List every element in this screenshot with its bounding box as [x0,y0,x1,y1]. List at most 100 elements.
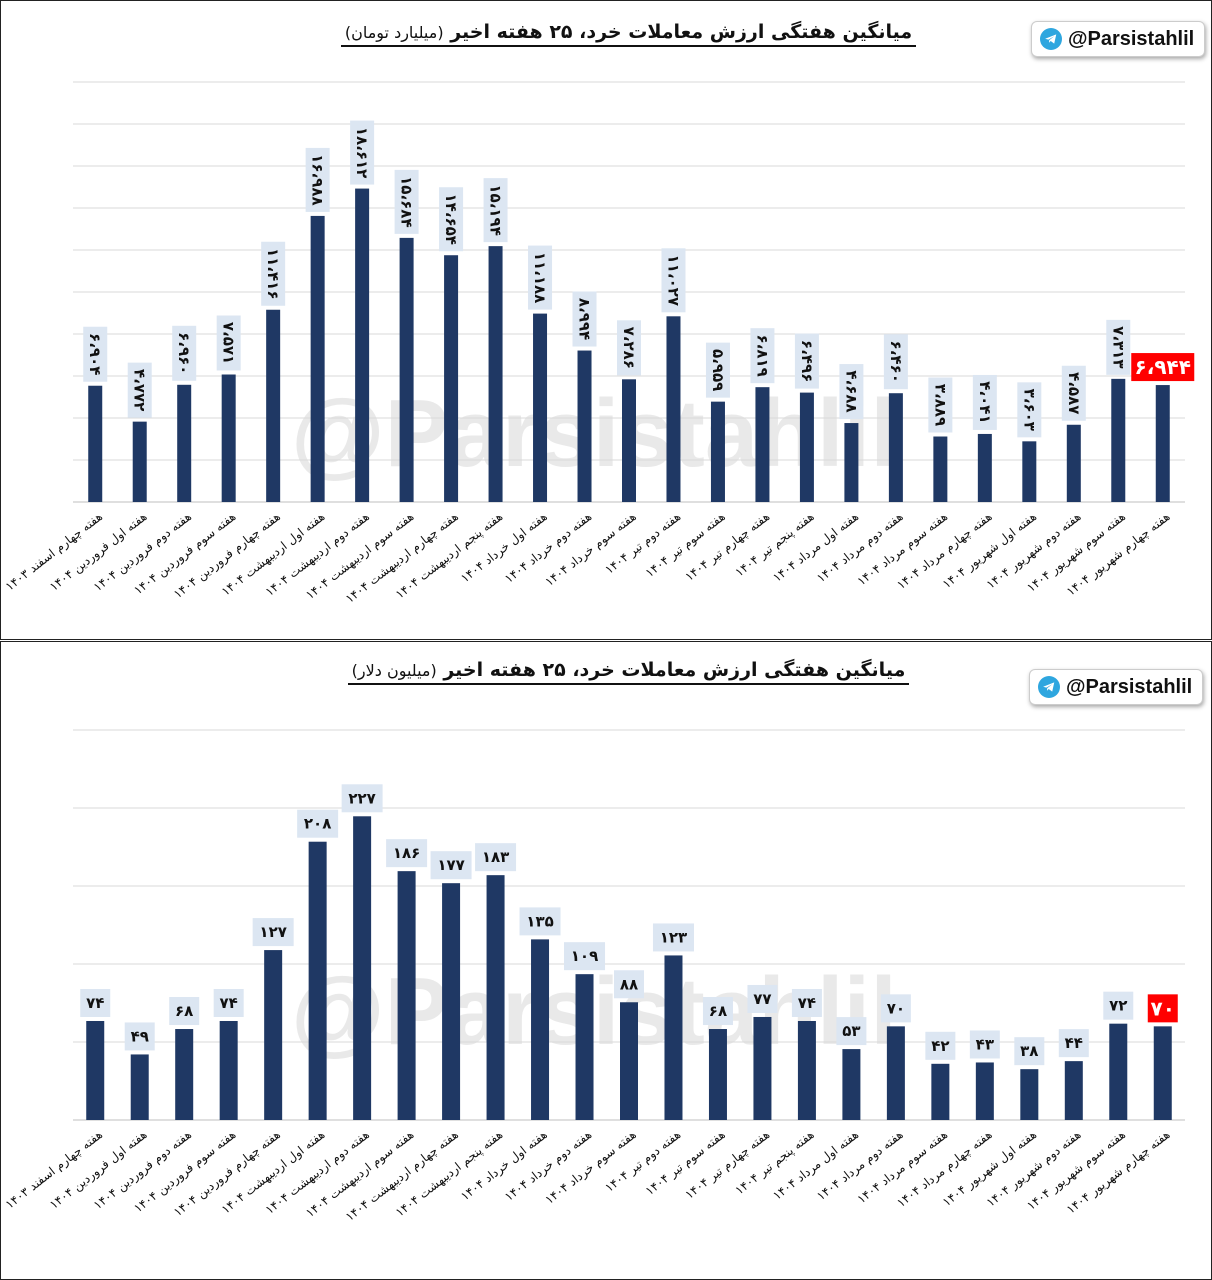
data-label-box [652,923,694,952]
bar [219,1020,238,1120]
data-label-box [297,809,339,838]
bar [708,1029,727,1120]
data-label: ۱۰۹ [564,942,606,971]
data-label-text: ۱۸۳ [482,848,509,866]
data-label-box [261,241,286,306]
data-label-box [1147,994,1178,1023]
bar [886,1026,905,1120]
data-label: ۱۸۳ [475,843,517,872]
data-label: ۴،۵۸۷ [1061,365,1086,421]
data-label: ۱۱،۱۸۸ [528,245,553,310]
data-label-text: ۳،۶۰۳ [1020,389,1038,431]
data-label-text: ۴،۷۷۲ [131,369,149,411]
data-label: ۳۸ [1014,1037,1045,1066]
bar [1020,1069,1039,1120]
data-label-text: ۱۱،۴۱۶ [264,248,282,299]
bar [264,950,283,1120]
data-label-box [213,988,244,1017]
bar [622,379,636,502]
data-label: ۷۷ [747,984,778,1013]
bar [444,255,459,502]
data-label-text: ۳۸ [1020,1042,1038,1060]
data-label-text: ۷۴ [798,994,816,1012]
data-label: ۶،۹۰۴ [83,326,108,382]
data-label: ۴۴ [1058,1029,1089,1058]
data-label-box [350,120,375,185]
data-label: ۴،۶۸۸ [839,364,864,420]
bar [977,433,992,502]
data-label-box [216,315,241,371]
channel-handle: @Parsistahlil [1068,27,1195,50]
data-label: ۵۳ [836,1017,867,1046]
bar [753,1016,772,1120]
data-label-text: ۱۲۳ [660,928,687,946]
data-label: ۴۳ [969,1030,1000,1059]
bar [755,387,770,502]
data-label-text: ۷۴ [86,994,104,1012]
bar [175,1029,194,1120]
bar [132,421,147,502]
data-label-text: ۸،۹۹۴ [576,298,594,340]
data-label-box [127,362,152,418]
data-label: ۸۸ [614,970,644,999]
data-label: ۴،۰۴۱ [972,374,997,430]
data-label-box [794,333,819,389]
data-label-text: ۶،۴۶۰ [887,341,905,383]
data-label-box [750,328,775,384]
data-label-text: ۴۳ [976,1035,994,1053]
data-label-text: ۱۸۶ [393,844,420,862]
bar [575,974,594,1120]
data-label-box [1061,365,1086,421]
data-label-box [475,843,517,872]
data-label-box [1058,1029,1089,1058]
bar [353,816,372,1120]
data-label-text: ۴،۰۴۱ [976,381,994,423]
bar [442,883,461,1120]
data-label-box [564,942,606,971]
data-label: ۶۸ [169,997,200,1026]
bar [888,393,903,502]
data-label-text: ۶،۸۱۹ [753,335,771,377]
data-label-box [439,187,464,252]
data-label-text: ۴،۵۸۷ [1065,372,1083,414]
bar [486,875,505,1120]
data-label-text: ۲۰۸ [304,815,331,833]
data-label: ۶،۴۶۰ [883,334,908,390]
data-label: ۸،۹۹۴ [572,291,597,347]
data-label-box [430,851,472,880]
data-label: ۱۱،۰۲۷ [661,248,686,313]
data-label-box [925,1031,956,1060]
data-label-box [702,997,733,1026]
data-label-text: ۲۲۷ [348,789,375,807]
data-label-text: ۶۸ [709,1002,727,1020]
data-label-box [169,997,200,1026]
bar [266,309,281,502]
bar [86,1020,105,1120]
data-label: ۱۵،۶۸۴ [394,169,419,234]
bar [310,215,325,503]
data-label: ۵،۹۵۹ [705,342,730,398]
data-label: ۴،۷۷۲ [127,362,152,418]
data-label-text: ۶،۹۶۰ [175,332,193,374]
data-label: ۶،۹۴۴ [1131,353,1195,382]
bar [844,423,859,502]
data-label: ۱۲۷ [252,918,294,947]
data-label: ۷۴ [791,988,822,1017]
bar [975,1062,994,1120]
data-label-text: ۴،۶۸۸ [842,370,860,412]
data-label: ۳،۸۸۹ [928,377,953,433]
data-label-box [969,1030,1000,1059]
chart-title: میانگین هفتگی ارزش معاملات خرد، ۲۵ هفته … [1,659,1211,685]
data-label-text: ۶۸ [175,1002,193,1020]
bar [1064,1061,1083,1120]
data-label-text: ۷۲ [1109,997,1127,1015]
data-label: ۳،۶۰۳ [1017,382,1042,438]
data-label-text: ۷۰ [887,999,905,1017]
data-label-text: ۷۰ [1151,996,1175,1020]
bar [308,841,327,1120]
data-label: ۷۰ [1147,994,1178,1023]
data-label: ۷۰ [880,994,911,1023]
data-label-text: ۱۰۹ [571,947,598,965]
data-label-text: ۶،۴۹۶ [798,340,816,382]
